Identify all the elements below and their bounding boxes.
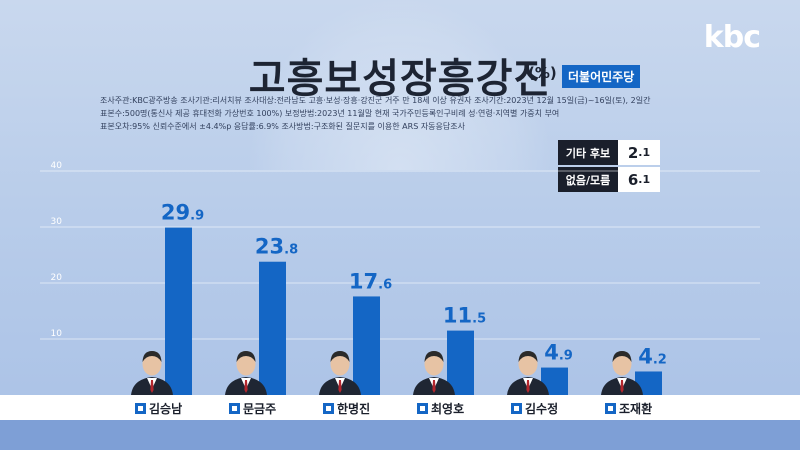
others-value-int: 6 bbox=[627, 170, 639, 189]
candidate-photo-icon bbox=[601, 351, 643, 395]
candidate-photo-icon bbox=[507, 351, 549, 395]
others-value: 2.1 bbox=[618, 140, 660, 165]
others-value-dec: .1 bbox=[638, 173, 651, 186]
candidate-name: 최영호 bbox=[431, 401, 465, 416]
y-tick-label: 30 bbox=[51, 217, 63, 227]
others-label: 기타 후보 bbox=[558, 140, 618, 165]
candidate-photo-icon bbox=[225, 351, 267, 395]
unit-label: (%) bbox=[528, 64, 557, 82]
party-mark-icon bbox=[229, 402, 240, 414]
candidate-photo-icon bbox=[131, 351, 173, 395]
survey-meta-line-3: 표본오차:95% 신뢰수준에서 ±4.4%p 응답률:6.9% 조사방법:구조화… bbox=[100, 122, 465, 131]
bar-value-label: 23.8 bbox=[255, 235, 298, 259]
survey-meta-line-1: 조사주관:KBC광주방송 조사기관:리서치뷰 조사대상:전라남도 고흥·보성·장… bbox=[100, 96, 651, 105]
bar-6 bbox=[635, 371, 662, 395]
candidate-label: 문금주 bbox=[229, 400, 276, 416]
candidate-label: 최영호 bbox=[417, 400, 464, 416]
bar-value-label: 4.2 bbox=[638, 344, 667, 368]
candidate-name: 김수정 bbox=[525, 401, 559, 416]
y-tick-label: 40 bbox=[51, 161, 63, 171]
candidate-label: 조재환 bbox=[605, 400, 652, 416]
bar-value-label: 11.5 bbox=[443, 304, 486, 328]
kbc-logo: kbc bbox=[703, 20, 761, 55]
chart-title: 고흥보성장흥강진 bbox=[248, 56, 552, 102]
bar-value-label: 29.9 bbox=[161, 201, 204, 225]
party-mark-icon bbox=[417, 402, 428, 414]
others-box-other-candidates: 기타 후보 2.1 bbox=[558, 140, 660, 165]
candidate-name: 김승남 bbox=[149, 401, 183, 416]
party-mark-icon bbox=[605, 402, 616, 414]
candidate-photo-icon bbox=[413, 351, 455, 395]
party-mark-icon bbox=[323, 402, 334, 414]
party-mark-icon bbox=[511, 402, 522, 414]
y-tick-label: 20 bbox=[51, 273, 63, 283]
survey-meta-line-2: 표본수:500명(통신사 제공 휴대전화 가상번호 100%) 보정방법:202… bbox=[100, 109, 560, 118]
candidate-label: 김승남 bbox=[135, 400, 182, 416]
bar-value-label: 4.9 bbox=[544, 341, 573, 365]
bar-2 bbox=[259, 261, 286, 395]
party-badge: 더불어민주당 bbox=[562, 65, 641, 88]
candidate-name: 조재환 bbox=[619, 401, 653, 416]
bar-value-label: 17.6 bbox=[349, 269, 392, 293]
candidate-label: 김수정 bbox=[511, 400, 558, 416]
candidate-name: 한명진 bbox=[337, 401, 371, 416]
candidate-name-strip bbox=[0, 395, 800, 420]
party-mark-icon bbox=[135, 402, 146, 414]
bar-4 bbox=[447, 330, 474, 395]
others-value-dec: .1 bbox=[638, 146, 651, 159]
candidate-photo-icon bbox=[319, 351, 361, 395]
others-value-int: 2 bbox=[627, 143, 639, 162]
footer-band bbox=[0, 420, 800, 450]
bar-3 bbox=[353, 296, 380, 395]
bar-1 bbox=[165, 227, 192, 395]
y-tick-label: 10 bbox=[51, 329, 63, 339]
candidate-label: 한명진 bbox=[323, 400, 370, 416]
candidate-name: 문금주 bbox=[243, 401, 277, 416]
